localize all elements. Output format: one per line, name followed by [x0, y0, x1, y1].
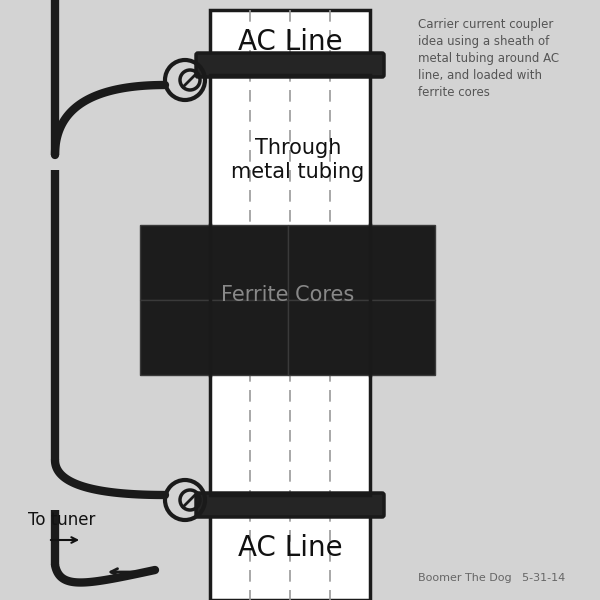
Text: AC Line: AC Line	[238, 28, 343, 56]
FancyBboxPatch shape	[196, 493, 384, 517]
Text: Ferrite Cores: Ferrite Cores	[221, 285, 354, 305]
Bar	[287, 300, 435, 375]
Bar	[140, 225, 287, 300]
Text: Boomer The Dog   5-31-14: Boomer The Dog 5-31-14	[418, 573, 565, 583]
Text: AC Line: AC Line	[238, 534, 343, 562]
Text: Through
metal tubing: Through metal tubing	[232, 139, 365, 182]
Bar	[140, 300, 287, 375]
Bar	[287, 225, 435, 300]
Text: Carrier current coupler
idea using a sheath of
metal tubing around AC
line, and : Carrier current coupler idea using a she…	[418, 18, 559, 99]
FancyBboxPatch shape	[196, 53, 384, 77]
Bar	[210, 10, 370, 600]
Text: To tuner: To tuner	[28, 511, 95, 529]
